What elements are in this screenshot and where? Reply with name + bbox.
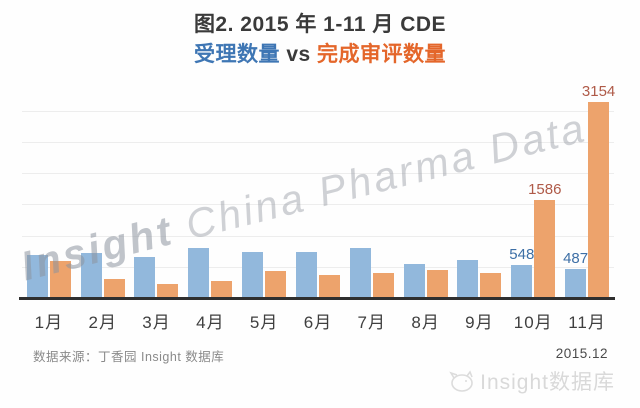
chart-subtitle: 受理数量 vs 完成审评数量	[0, 38, 640, 68]
bar-group-m9	[453, 86, 507, 299]
x-axis-label-m7: 7月	[357, 313, 387, 332]
gridline-2500	[22, 141, 614, 143]
bar-reviewed-m11: 3154	[582, 83, 615, 299]
data-source-note: 数据来源：丁香园 Insight 数据库	[33, 350, 225, 364]
bar-accepted-m10: 548	[509, 246, 534, 299]
x-axis-label-m4: 4月	[196, 313, 225, 332]
bar-reviewed-m2	[103, 279, 125, 299]
bar-group-m7	[345, 86, 399, 299]
bar-group-m10: 548 1586	[506, 86, 561, 299]
x-axis-label-m8: 8月	[411, 313, 440, 332]
data-label-reviewed-m10: 1586	[528, 181, 562, 198]
insight-cat-logo-icon	[449, 370, 473, 392]
bar-group-m8	[399, 86, 453, 299]
bar-group-m5	[237, 86, 291, 299]
bar-accepted-m6	[295, 252, 317, 299]
subtitle-series1-label: 受理数量	[193, 43, 280, 66]
bar-reviewed-m6	[318, 275, 340, 299]
subtitle-series2-label: 完成审评数量	[317, 43, 447, 66]
x-axis-label-m5: 5月	[249, 313, 279, 332]
bar-accepted-m4	[188, 248, 210, 299]
x-axis-label-m6: 6月	[303, 313, 333, 332]
subtitle-vs-label: vs	[279, 43, 318, 66]
x-axis-labels: 1月 2月 3月 4月 5月 6月 7月 8月 9月 10月 11月	[22, 308, 614, 333]
gridline-3000	[22, 110, 614, 112]
x-axis-line	[19, 297, 615, 300]
bar-group-m6	[291, 86, 345, 299]
bar-accepted-m5	[242, 252, 264, 299]
x-axis-label-m9: 9月	[465, 313, 494, 332]
bar-reviewed-m9	[480, 273, 502, 299]
brand-text: Insight数据库	[480, 371, 615, 394]
bar-reviewed-m7	[372, 273, 394, 299]
bar-accepted-m8	[403, 264, 425, 299]
bar-group-m3	[130, 86, 184, 299]
x-axis-label-m10: 10月	[513, 313, 553, 332]
bar-group-m2	[76, 86, 130, 299]
brand-watermark: Insight数据库	[446, 366, 615, 396]
bar-accepted-m1	[26, 255, 48, 299]
gridline-1500	[22, 204, 614, 206]
bar-accepted-m9	[457, 260, 479, 299]
plot-area: 548 1586 487 3154	[22, 83, 615, 299]
gridline-500	[22, 266, 614, 268]
bar-reviewed-m1	[49, 261, 71, 299]
data-label-accepted-m11: 487	[563, 250, 589, 267]
data-label-accepted-m10: 548	[509, 246, 535, 263]
gridline-2000	[22, 173, 614, 175]
bar-group-m4	[184, 86, 238, 299]
bar-reviewed-m3	[157, 284, 179, 299]
bar-reviewed-m4	[211, 281, 233, 299]
x-axis-label-m1: 1月	[34, 313, 64, 332]
bar-accepted-m11: 487	[563, 250, 588, 299]
x-axis-label-m3: 3月	[142, 313, 171, 332]
gridline-1000	[22, 235, 614, 237]
date-note: 2015.12	[555, 346, 608, 361]
bar-accepted-m2	[80, 253, 102, 299]
bar-accepted-m7	[349, 248, 371, 299]
chart-title: 图2. 2015 年 1-11 月 CDE	[193, 13, 447, 36]
x-axis-label-m11: 11月	[568, 313, 606, 332]
bar-accepted-m3	[134, 257, 156, 299]
bar-reviewed-m5	[265, 271, 287, 299]
data-label-reviewed-m11: 3154	[581, 83, 616, 100]
bar-group-m1	[22, 86, 76, 299]
bar-group-m11: 487 3154	[560, 83, 615, 299]
bar-reviewed-m8	[426, 270, 448, 299]
bar-reviewed-m10: 1586	[528, 181, 561, 299]
x-axis-label-m2: 2月	[88, 313, 117, 332]
